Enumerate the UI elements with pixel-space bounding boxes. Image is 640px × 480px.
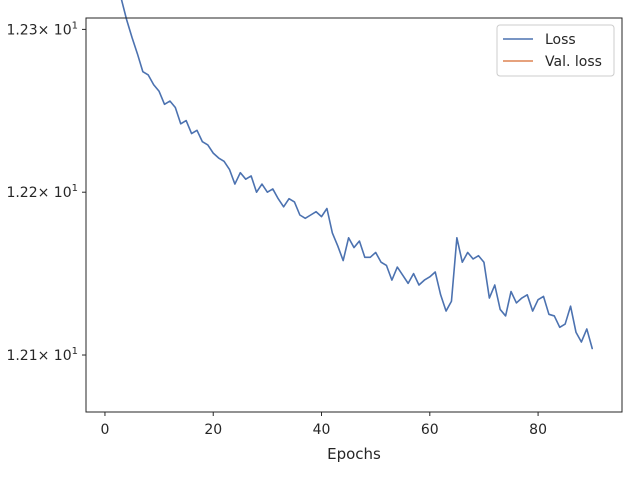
legend-loss-label: Loss <box>545 32 576 48</box>
x-tick-label: 40 <box>313 422 331 438</box>
x-axis-label: Epochs <box>327 445 381 463</box>
x-tick-label: 0 <box>100 422 109 438</box>
series-layer <box>120 0 594 350</box>
x-tick-label: 20 <box>204 422 222 438</box>
plot-area <box>86 18 622 412</box>
series-line-loss <box>120 0 594 350</box>
axes-frame <box>85 17 623 413</box>
legend-val-loss-label: Val. loss <box>545 54 602 70</box>
legend-box <box>496 24 615 77</box>
y-tick-label: 1.23× 101 <box>6 20 78 38</box>
x-ticks: 0 20 40 60 80 <box>100 412 547 438</box>
x-tick-label: 60 <box>421 422 439 438</box>
legend: Loss Val. loss <box>496 24 615 77</box>
y-tick-label: 1.22× 101 <box>6 183 78 201</box>
x-tick-label: 80 <box>529 422 547 438</box>
y-tick-label: 1.21× 101 <box>6 346 78 364</box>
